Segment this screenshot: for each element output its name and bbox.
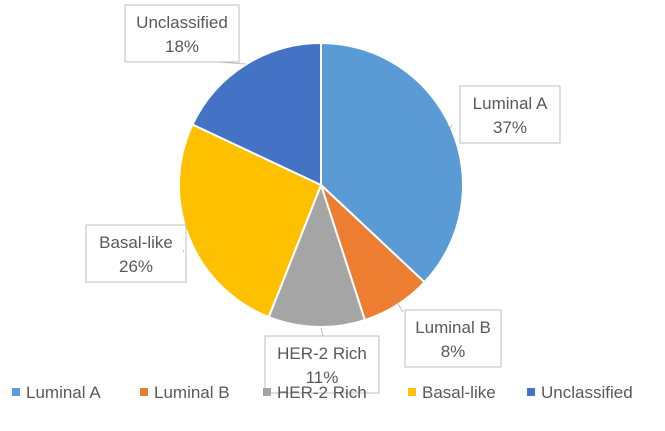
legend-swatch <box>408 388 416 396</box>
data-label-value: 11% <box>306 368 339 387</box>
pie-slices <box>178 42 464 328</box>
callout-her-2-rich: HER-2 Rich 11% <box>264 327 380 394</box>
callout-pointer <box>397 303 404 313</box>
callout-pointer <box>449 124 453 129</box>
legend-label: Unclassified <box>541 383 633 402</box>
data-label-category: HER-2 Rich <box>277 344 367 363</box>
callout-box <box>264 335 380 394</box>
legend-entry-basal-like: Basal-like <box>408 383 496 402</box>
legend-label: HER-2 Rich <box>277 383 367 402</box>
callout-basal-like: Basal-like 26% <box>85 224 187 283</box>
legend-swatch <box>527 388 535 396</box>
callout-pointer <box>182 249 185 253</box>
callout-luminal-b: Luminal B 8% <box>397 303 502 368</box>
legend-label: Basal-like <box>422 383 496 402</box>
legend-entry-unclassified: Unclassified <box>527 383 633 402</box>
legend: Luminal A Luminal B HER-2 Rich Basal-like Un… <box>12 383 633 402</box>
data-label-value: 8% <box>441 342 466 361</box>
data-label-category: Basal-like <box>99 233 173 252</box>
callout-box <box>404 309 502 368</box>
callout-box <box>85 224 187 283</box>
data-label-category: Luminal A <box>473 94 548 113</box>
callout-luminal-a: Luminal A 37% <box>449 85 561 144</box>
data-label-category: Unclassified <box>136 13 228 32</box>
callout-box <box>459 85 561 144</box>
legend-entry-luminal-b: Luminal B <box>140 383 230 402</box>
pie-slice-basal-like <box>178 123 322 319</box>
data-label-value: 37% <box>493 118 527 137</box>
callout-pointer <box>217 61 247 65</box>
data-label-category: Luminal B <box>415 318 491 337</box>
legend-entry-her-2-rich: HER-2 Rich <box>263 383 367 402</box>
legend-swatch <box>140 388 148 396</box>
pie-slice-her-2-rich <box>267 184 366 328</box>
callout-box <box>124 4 240 63</box>
data-label-value: 18% <box>165 37 199 56</box>
callout-pointer <box>320 327 324 337</box>
legend-swatch <box>263 388 271 396</box>
pie-slice-unclassified <box>191 42 322 186</box>
callout-unclassified: Unclassified 18% <box>124 4 247 65</box>
data-label-callouts: Luminal A 37% Luminal B 8% HER-2 Rich 11% Basa… <box>85 4 561 394</box>
legend-label: Luminal B <box>154 383 230 402</box>
legend-label: Luminal A <box>26 383 101 402</box>
legend-entry-luminal-a: Luminal A <box>12 383 101 402</box>
pie-slice-luminal-a <box>320 42 464 284</box>
legend-swatch <box>12 388 20 396</box>
data-label-value: 26% <box>119 257 153 276</box>
